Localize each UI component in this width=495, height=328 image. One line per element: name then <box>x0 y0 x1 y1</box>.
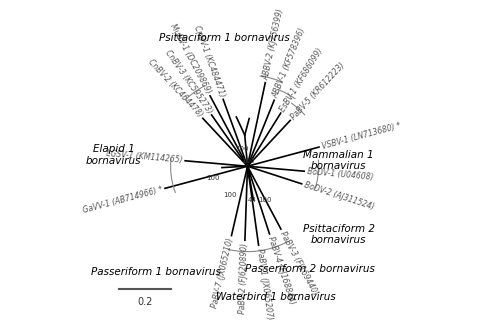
Text: CnBV-3 (KC595273): CnBV-3 (KC595273) <box>163 48 214 115</box>
Text: CnBV-2 (KC464478): CnBV-2 (KC464478) <box>146 58 204 119</box>
Text: EsBV-1 (KF686099): EsBV-1 (KF686099) <box>278 46 325 113</box>
Text: Passeriform 2 bornavirus: Passeriform 2 bornavirus <box>245 264 375 274</box>
Text: PaBV-1 (JX065207): PaBV-1 (JX065207) <box>254 247 273 320</box>
Text: ABBV-2 (KJ756399): ABBV-2 (KJ756399) <box>261 8 286 81</box>
Text: PaBV-5 (KR612223): PaBV-5 (KR612223) <box>289 61 346 121</box>
Text: 0.2: 0.2 <box>137 297 153 307</box>
Text: 100: 100 <box>235 146 248 152</box>
Text: Waterbird 1 bornavirus: Waterbird 1 bornavirus <box>216 292 336 302</box>
Text: CnBV-1 (KC484471): CnBV-1 (KC484471) <box>192 24 226 98</box>
Text: Psittaciform 1 bornavirus: Psittaciform 1 bornavirus <box>159 33 290 43</box>
Text: LGSV-1 (KM114265): LGSV-1 (KM114265) <box>105 149 183 165</box>
Text: BoDV-2 (AJ311524): BoDV-2 (AJ311524) <box>303 180 375 212</box>
Text: GaVV-1 (AB714966) *: GaVV-1 (AB714966) * <box>82 185 163 215</box>
Text: VSBV-1 (LN713680) *: VSBV-1 (LN713680) * <box>321 121 401 151</box>
Text: Psittaciform 2
bornavirus: Psittaciform 2 bornavirus <box>302 224 375 245</box>
Text: BoDV-1 (U04608): BoDV-1 (U04608) <box>307 167 374 182</box>
Text: Passeriform 1 bornavirus: Passeriform 1 bornavirus <box>92 267 221 277</box>
Text: PaBV-4 (FJ168844): PaBV-4 (FJ168844) <box>266 235 297 306</box>
Text: MuBV-1 (DC209869): MuBV-1 (DC209869) <box>168 23 213 95</box>
Text: 100: 100 <box>258 197 271 203</box>
Text: PaBV-7 (JX065210): PaBV-7 (JX065210) <box>210 237 235 309</box>
Text: 44: 44 <box>248 197 256 203</box>
Text: PaBV-3 (FJ169440): PaBV-3 (FJ169440) <box>278 230 320 297</box>
Text: 100: 100 <box>206 174 220 181</box>
Text: Mammalian 1
bornavirus: Mammalian 1 bornavirus <box>303 150 374 171</box>
Text: PaBV-2 (FJ620890): PaBV-2 (FJ620890) <box>238 243 249 314</box>
Text: ABBV-1 (KF578396): ABBV-1 (KF578396) <box>271 26 307 99</box>
Text: 100: 100 <box>241 157 254 164</box>
Text: Elapid 1
bornavirus: Elapid 1 bornavirus <box>86 144 142 166</box>
Text: 100: 100 <box>224 192 237 198</box>
